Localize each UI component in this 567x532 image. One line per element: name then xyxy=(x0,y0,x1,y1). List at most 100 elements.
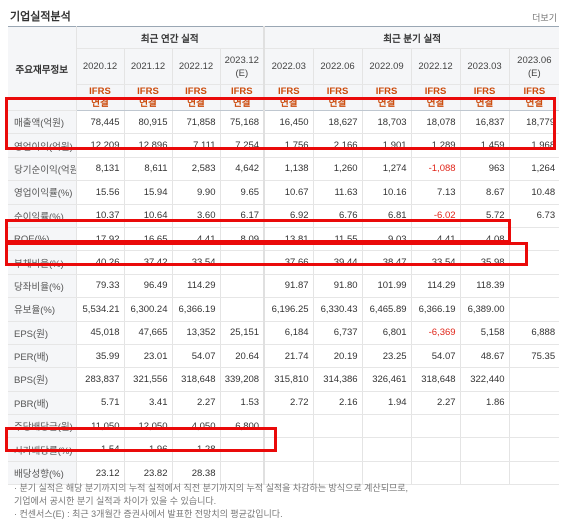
table-cell xyxy=(220,250,266,275)
table-cell: 17.92 xyxy=(76,227,125,252)
table-cell xyxy=(509,414,560,439)
table-cell: 9.03 xyxy=(362,227,412,252)
section-header: 기업실적분석 더보기 xyxy=(8,6,559,26)
period-header: 2021.12 xyxy=(124,48,173,85)
table-cell: 13.81 xyxy=(264,227,314,252)
table-row: ROE(%) 17.92 16.65 4.41 8.09 13.81 11.55 9.03 4.… xyxy=(8,227,560,252)
table-cell: 9.65 xyxy=(220,180,266,205)
table-cell: 4.41 xyxy=(411,227,461,252)
section-title: 기업실적분석 xyxy=(10,11,71,23)
period-label: 2021.12 xyxy=(130,61,166,72)
table-cell: 2,166 xyxy=(313,133,363,158)
table-cell xyxy=(220,437,266,462)
footnotes: · 분기 실적은 해당 분기까지의 누적 실적에서 직전 분기까지의 누적 실적… xyxy=(14,482,554,521)
table-cell: 4,050 xyxy=(172,414,221,439)
table-cell: 16,837 xyxy=(460,110,510,135)
table-cell: 5.71 xyxy=(76,391,125,416)
table-cell: 47,665 xyxy=(124,321,173,345)
table-cell: 5.72 xyxy=(460,204,510,228)
row-label: 영업이익률(%) xyxy=(8,180,77,205)
row-label: 매출액(억원) xyxy=(8,110,77,135)
accounting-standard-header: IFRS 연결 xyxy=(124,84,173,111)
table-cell xyxy=(509,227,560,252)
table-cell: 1.53 xyxy=(220,391,266,416)
row-label: 순이익률(%) xyxy=(8,204,77,228)
table-cell: 28.38 xyxy=(172,461,221,486)
period-label: 2020.12 xyxy=(82,61,118,72)
period-label: 2023.06 xyxy=(517,54,552,66)
period-header: 2023.12 (E) xyxy=(220,48,266,85)
table-cell xyxy=(264,414,314,439)
footnote-line: · 분기 실적은 해당 분기까지의 누적 실적에서 직전 분기까지의 누적 실적… xyxy=(14,483,409,493)
table-cell: 6,801 xyxy=(362,321,412,345)
table-cell: 18,078 xyxy=(411,110,461,135)
table-cell: 1,901 xyxy=(362,133,412,158)
table-cell: 20.64 xyxy=(220,344,266,369)
table-cell: 80,915 xyxy=(124,110,173,135)
table-cell: 326,461 xyxy=(362,367,412,392)
table-cell: 283,837 xyxy=(76,367,125,392)
period-label: 2023.12 xyxy=(224,54,259,66)
table-cell: 7,111 xyxy=(172,133,221,158)
more-link[interactable]: 더보기 xyxy=(532,13,557,23)
table-cell: 23.12 xyxy=(76,461,125,486)
table-cell xyxy=(362,414,412,439)
table-cell: 10.48 xyxy=(509,180,560,205)
table-cell: -6,369 xyxy=(411,321,461,345)
ifrs-label: IFRS xyxy=(375,85,398,97)
table-cell: 5,158 xyxy=(460,321,510,345)
table-cell: 54.07 xyxy=(411,344,461,369)
table-cell: 1,968 xyxy=(509,133,560,158)
accounting-standard-header: IFRS 연결 xyxy=(362,84,412,111)
table-cell: 1.54 xyxy=(76,437,125,462)
table-cell: 2.72 xyxy=(264,391,314,416)
consolidated-label: 연결 xyxy=(475,97,494,109)
row-label: EPS(원) xyxy=(8,321,77,345)
table-cell: 2.27 xyxy=(172,391,221,416)
accounting-standard-header: IFRS 연결 xyxy=(264,84,314,111)
table-cell: -1,088 xyxy=(411,157,461,182)
table-cell: 33.54 xyxy=(172,250,221,275)
table-cell: 1,274 xyxy=(362,157,412,182)
table-cell: 15.94 xyxy=(124,180,173,205)
table-row: 유보율(%) 5,534.21 6,300.24 6,366.19 6,196.25 6,… xyxy=(8,297,560,322)
table-cell: 7,254 xyxy=(220,133,266,158)
table-row: 순이익률(%) 10.37 10.64 3.60 6.17 6.92 6.76 6.81 -6.… xyxy=(8,204,560,228)
row-label: 부채비율(%) xyxy=(8,250,77,275)
quarterly-group-header: 최근 분기 실적 xyxy=(264,26,560,49)
table-cell xyxy=(313,461,363,486)
table-cell: 7.13 xyxy=(411,180,461,205)
table-cell: 339,208 xyxy=(220,367,266,392)
row-label: ROE(%) xyxy=(8,227,77,252)
table-cell: 1,756 xyxy=(264,133,314,158)
table-cell: 8.09 xyxy=(220,227,266,252)
table-row: 부채비율(%) 40.26 37.42 33.54 37.66 39.44 38.47 33.… xyxy=(8,250,560,275)
table-cell: 6,389.00 xyxy=(460,297,510,322)
period-label: 2022.09 xyxy=(369,61,404,72)
table-cell: 18,627 xyxy=(313,110,363,135)
period-header: 2022.06 xyxy=(313,48,363,85)
table-cell: 39.44 xyxy=(313,250,363,275)
table-cell: 314,386 xyxy=(313,367,363,392)
ifrs-label: IFRS xyxy=(89,85,111,97)
accounting-standard-header: IFRS 연결 xyxy=(509,84,560,111)
table-cell: 3.41 xyxy=(124,391,173,416)
table-cell: 10.37 xyxy=(76,204,125,228)
table-cell: 6.92 xyxy=(264,204,314,228)
consolidated-label: 연결 xyxy=(233,97,251,109)
table-cell: 4,642 xyxy=(220,157,266,182)
ifrs-label: IFRS xyxy=(326,85,349,97)
row-label: 주당배당금(원) xyxy=(8,414,77,439)
consolidated-label: 연결 xyxy=(426,97,445,109)
table-cell: 75,168 xyxy=(220,110,266,135)
consolidated-label: 연결 xyxy=(377,97,396,109)
period-label: 2023.03 xyxy=(467,61,502,72)
table-row: PER(배) 35.99 23.01 54.07 20.64 21.74 20.19 23.2… xyxy=(8,344,560,369)
consolidated-label: 연결 xyxy=(139,97,157,109)
financial-summary-table: 주요재무정보 최근 연간 실적 최근 분기 실적 2020.12 2021.12 2… xyxy=(8,26,560,486)
table-cell xyxy=(509,297,560,322)
table-cell: 37.42 xyxy=(124,250,173,275)
table-row: 영업이익(억원) 12,209 12,896 7,111 7,254 1,756 2,166… xyxy=(8,133,560,158)
table-cell: 6,330.43 xyxy=(313,297,363,322)
table-cell: 6.73 xyxy=(509,204,560,228)
